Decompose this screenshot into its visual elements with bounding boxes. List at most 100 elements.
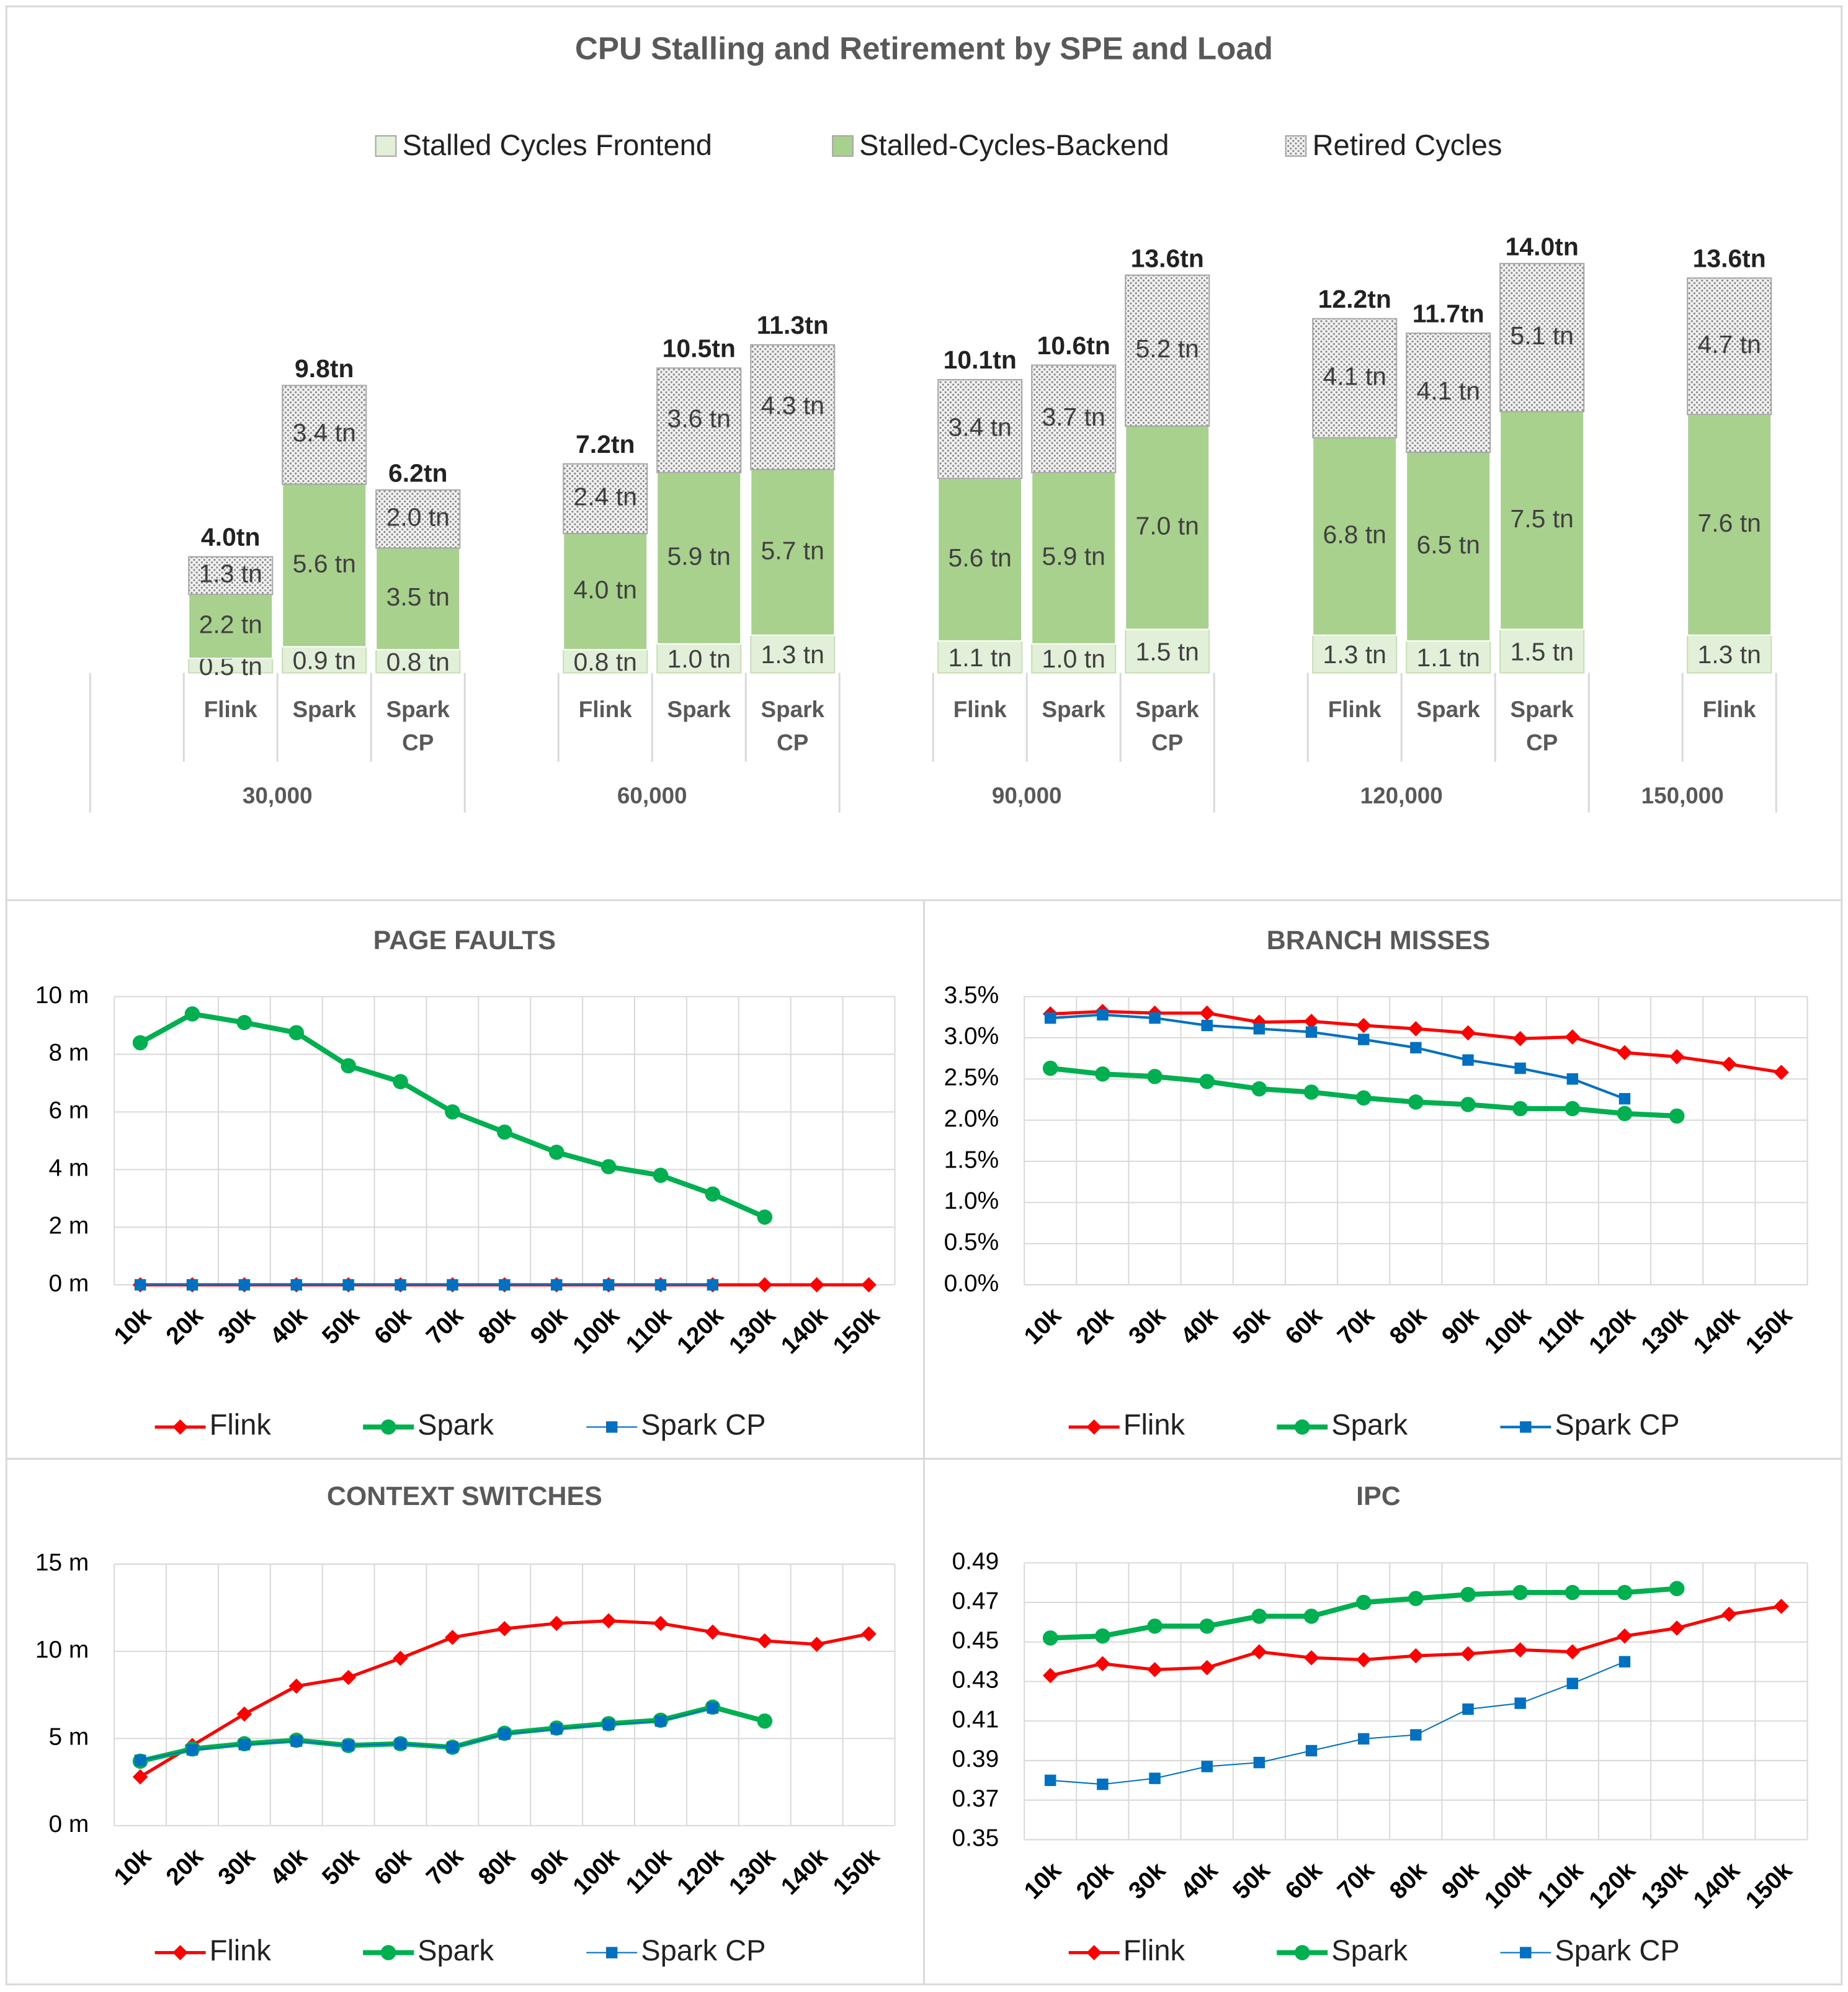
bar-segment (1406, 640, 1491, 674)
x-tick-label: 100k (568, 1302, 625, 1359)
marker (1199, 1618, 1215, 1634)
bar-segment (656, 367, 742, 473)
chart-title: PAGE FAULTS (373, 926, 556, 955)
marker (809, 1637, 824, 1652)
legend-swatch (832, 135, 854, 157)
marker (1408, 1094, 1424, 1110)
bar-segment (937, 478, 1023, 642)
group-label: 120,000 (1360, 783, 1443, 808)
bar-segment (375, 489, 461, 549)
marker (653, 1615, 669, 1632)
category-label: Spark (1417, 697, 1481, 722)
marker (1253, 1023, 1265, 1035)
x-tick-label: 150k (1741, 1302, 1798, 1359)
marker (1514, 1062, 1526, 1074)
x-tick-label: 100k (1480, 1302, 1537, 1359)
segment-label: 1.3 tn (1323, 640, 1386, 669)
marker (290, 1279, 302, 1291)
group-label: 90,000 (992, 783, 1062, 808)
marker (1199, 1659, 1215, 1676)
x-tick-label: 50k (1228, 1302, 1276, 1350)
legend-marker (605, 1947, 618, 1959)
marker (602, 1279, 615, 1291)
y-tick-label: 5 m (48, 1724, 89, 1751)
category-label: Spark CP (1136, 697, 1200, 755)
total-label: 13.6tn (1131, 244, 1204, 272)
marker (342, 1279, 354, 1291)
marker (548, 1145, 565, 1160)
marker (707, 1279, 719, 1291)
legend-marker (172, 1419, 188, 1435)
legend-label: Spark (417, 1408, 494, 1441)
x-tick-label: 90k (1437, 1857, 1484, 1905)
x-tick-label: 40k (265, 1843, 313, 1891)
marker (757, 1633, 773, 1649)
marker (1566, 1073, 1579, 1085)
segment-label: 7.5 tn (1511, 504, 1574, 533)
x-tick-label: 70k (1332, 1857, 1380, 1905)
total-label: 10.5tn (663, 334, 736, 362)
bar-segment (1687, 634, 1772, 674)
y-tick-label: 0.37 (952, 1785, 999, 1812)
marker (236, 1706, 252, 1722)
marker (1408, 1021, 1424, 1037)
x-tick-label: 110k (1533, 1302, 1589, 1358)
y-tick-label: 2.5% (944, 1065, 999, 1091)
marker (447, 1279, 458, 1291)
x-tick-label: 30k (1123, 1857, 1171, 1905)
marker (497, 1124, 512, 1140)
marker (1566, 1677, 1579, 1689)
x-tick-label: 70k (1332, 1302, 1380, 1350)
marker (1045, 1774, 1056, 1787)
bar-segment (563, 463, 648, 535)
legend-label: Retired Cycles (1313, 128, 1502, 161)
y-tick-label: 0.35 (952, 1825, 999, 1852)
segment-label: 1.5 tn (1511, 637, 1574, 666)
marker (757, 1713, 773, 1729)
y-tick-label: 3.0% (944, 1023, 999, 1050)
marker (1565, 1101, 1581, 1117)
marker (186, 1744, 199, 1756)
category-label: Spark CP (761, 697, 825, 755)
bar-segment (1499, 411, 1585, 630)
y-tick-label: 1.0% (944, 1188, 999, 1215)
bar-segment (563, 533, 648, 651)
x-tick-label: 100k (568, 1843, 625, 1900)
y-tick-label: 2.0% (944, 1105, 999, 1132)
series-line (1050, 1661, 1625, 1785)
y-tick-label: 0.41 (952, 1706, 999, 1733)
group-label: 60,000 (617, 783, 687, 808)
total-label: 7.2tn (576, 430, 635, 458)
x-tick-label: 30k (1123, 1302, 1171, 1350)
marker (1097, 1778, 1109, 1790)
x-tick-label: 70k (421, 1843, 469, 1891)
y-tick-label: 0.45 (952, 1627, 999, 1654)
segment-label: 4.1 tn (1417, 377, 1480, 405)
segment-label: 5.9 tn (667, 542, 731, 571)
legend-label: Spark (1331, 1934, 1408, 1967)
marker (1045, 1012, 1056, 1024)
marker (1408, 1648, 1424, 1664)
marker (1618, 1656, 1631, 1668)
marker (393, 1074, 408, 1089)
segment-label: 6.5 tn (1417, 530, 1480, 559)
y-tick-label: 0 m (48, 1811, 89, 1838)
marker (1669, 1620, 1685, 1636)
marker (1410, 1042, 1422, 1054)
marker (548, 1615, 565, 1632)
marker (1355, 1594, 1372, 1610)
category-label: Flink (953, 697, 1007, 722)
bar-segment (1687, 277, 1772, 416)
x-tick-label: 140k (1689, 1302, 1746, 1359)
bar-segment (1406, 333, 1491, 453)
segment-label: 4.3 tn (761, 391, 824, 419)
category-label: Flink (579, 697, 632, 722)
marker (705, 1186, 721, 1202)
y-tick-label: 10 m (35, 1637, 89, 1663)
series-line (1050, 1013, 1625, 1101)
x-tick-label: 10k (109, 1843, 157, 1891)
x-tick-label: 40k (265, 1302, 313, 1350)
category-label: Flink (204, 697, 257, 722)
marker (602, 1718, 615, 1731)
marker (1617, 1045, 1633, 1061)
